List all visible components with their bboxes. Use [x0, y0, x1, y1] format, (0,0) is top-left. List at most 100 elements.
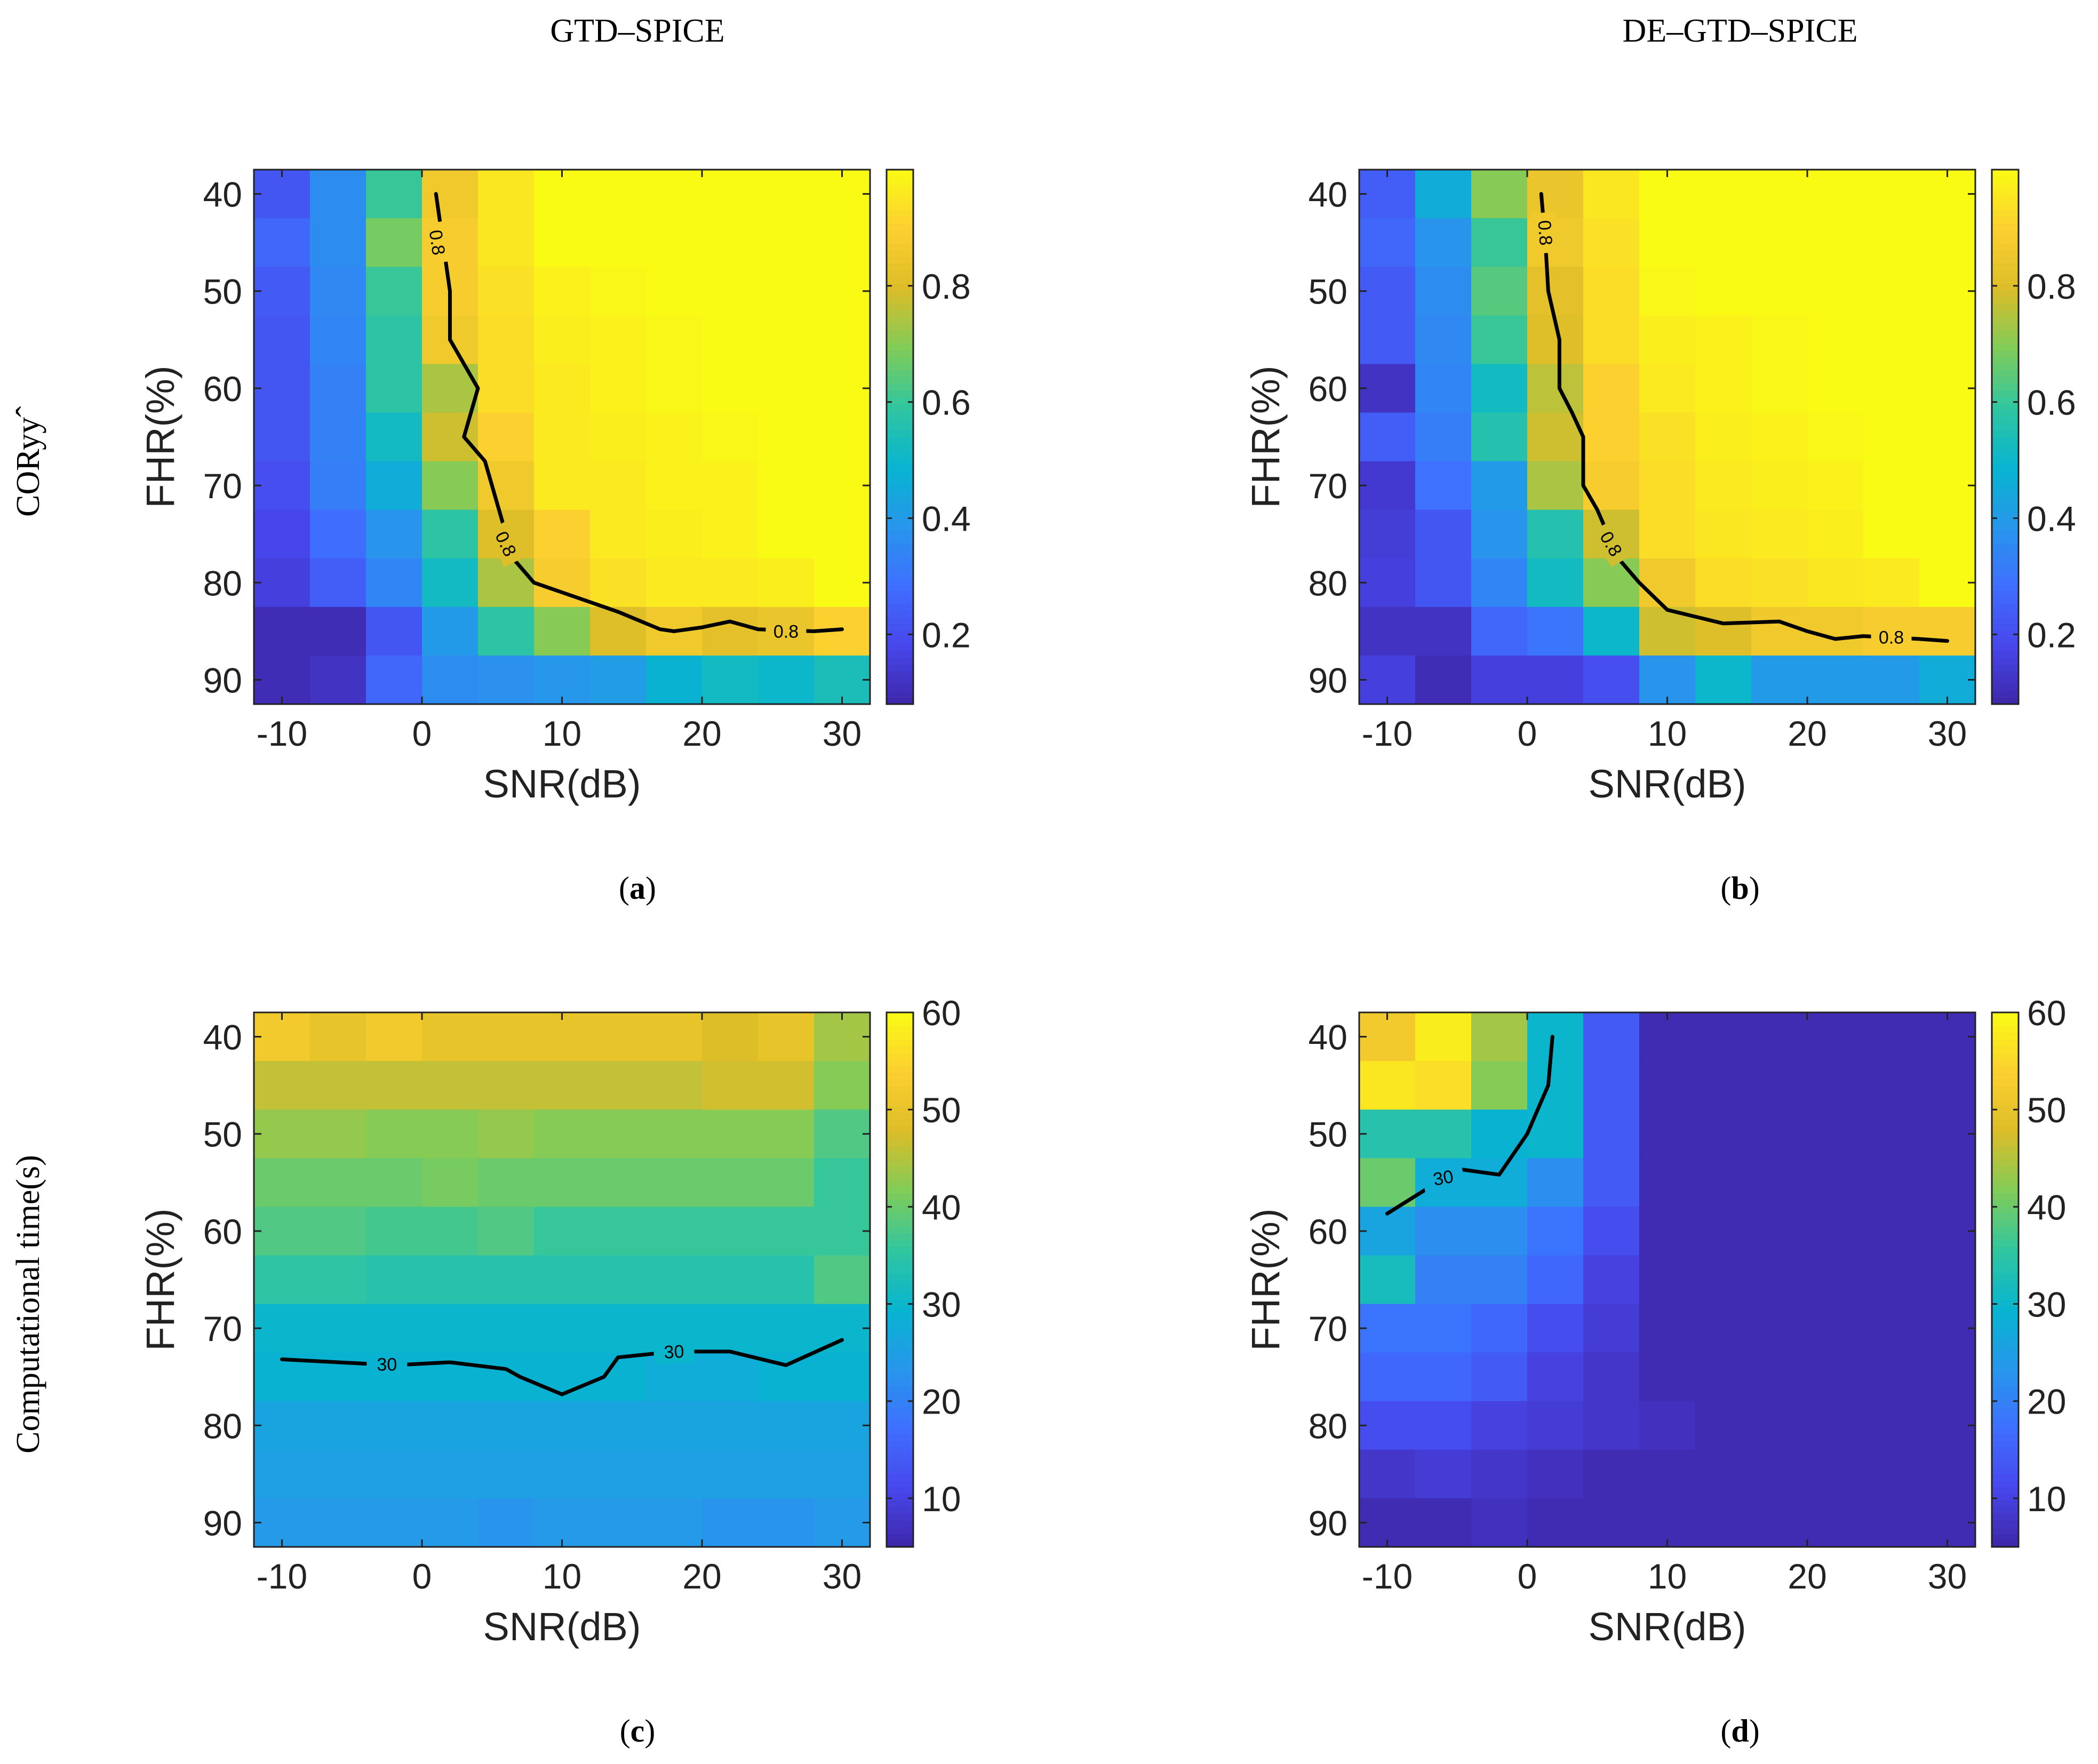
heatmap-cell [1471, 1352, 1528, 1402]
colorbar-segment [1992, 483, 2019, 491]
colorbar-tick-label: 0.6 [922, 383, 971, 422]
heatmap-cell [1751, 461, 1808, 510]
x-tick-label: 10 [1648, 714, 1687, 753]
heatmap-cell [758, 170, 815, 219]
contour-label-bg [366, 1352, 408, 1376]
heatmap-cell [1751, 1110, 1808, 1159]
heatmap-cell [1639, 655, 1696, 705]
colorbar-segment [1992, 1139, 2019, 1147]
y-tick-label: 80 [203, 563, 242, 603]
heatmap-cell [478, 267, 535, 316]
heatmap-cell [646, 1449, 703, 1499]
colorbar-segment [1992, 1085, 2019, 1093]
colorbar-segment [1992, 563, 2019, 571]
heatmap-cell [1583, 267, 1640, 316]
heatmap-cell [254, 655, 310, 705]
colorbar-segment [1992, 256, 2019, 264]
colorbar-segment [887, 323, 913, 331]
heatmap-cell [646, 461, 703, 510]
heatmap-cell [1583, 364, 1640, 413]
heatmap-cell [1807, 1158, 1864, 1207]
panel-b-label: (b) [1720, 871, 1759, 906]
contour-label: 0.8 [1879, 627, 1904, 648]
y-tick-label: 50 [1309, 1115, 1347, 1154]
heatmap-cell [422, 170, 478, 219]
y-tick-label: 80 [203, 1406, 242, 1446]
colorbar-segment [887, 1466, 913, 1474]
colorbar-segment [1992, 664, 2019, 672]
colorbar-segment [1992, 1520, 2019, 1528]
colorbar-segment [887, 210, 913, 217]
heatmap-cell [1639, 1061, 1696, 1110]
colorbar-segment [887, 1493, 913, 1501]
heatmap-cell [534, 1498, 591, 1547]
heatmap-cell [254, 315, 310, 364]
heatmap-cell [702, 509, 759, 559]
colorbar-segment [1992, 1032, 2019, 1040]
heatmap-cell [758, 1207, 815, 1256]
colorbar-segment [1992, 183, 2019, 190]
colorbar-segment [1992, 457, 2019, 464]
colorbar-segment [887, 1206, 913, 1214]
colorbar-segment [887, 1032, 913, 1040]
colorbar-segment [1992, 296, 2019, 304]
heatmap-cell [1415, 218, 1472, 267]
heatmap-cell [1471, 461, 1528, 510]
heatmap-cell [1863, 315, 1920, 364]
heatmap-cell [814, 1498, 871, 1547]
heatmap-cell [1471, 1401, 1528, 1450]
heatmap-cell [1919, 1255, 1976, 1305]
heatmap-cell [422, 1207, 478, 1256]
heatmap-cell [1359, 218, 1416, 267]
heatmap-cell [1695, 1352, 1752, 1402]
heatmap-cell [1919, 461, 1976, 510]
colorbar-segment [1992, 1460, 2019, 1467]
heatmap-cell [590, 218, 647, 267]
heatmap-cell [366, 267, 422, 316]
colorbar-segment [1992, 630, 2019, 638]
heatmap-cell [590, 509, 647, 559]
y-tick-label: 90 [203, 1503, 242, 1543]
heatmap-cell [254, 170, 310, 219]
contour-label-bg [486, 520, 525, 568]
colorbar-segment [1992, 1500, 2019, 1507]
colorbar-segment [1992, 410, 2019, 418]
heatmap-cell [1751, 412, 1808, 462]
colorbar-segment [1992, 1286, 2019, 1294]
colorbar-segment [1992, 650, 2019, 658]
heatmap-cell [310, 218, 366, 267]
heatmap-cell [1359, 170, 1416, 219]
y-tick-label: 70 [203, 1309, 242, 1348]
heatmap-cell [1415, 461, 1472, 510]
colorbar-segment [887, 410, 913, 418]
y-tick-label: 40 [203, 175, 242, 214]
heatmap-cell [814, 218, 871, 267]
heatmap-cell [1583, 655, 1640, 705]
heatmap-cell [534, 315, 591, 364]
heatmap-cell [1807, 1110, 1864, 1159]
heatmap-cell [590, 606, 647, 656]
heatmap-cell [310, 1061, 366, 1110]
heatmap-cell [702, 170, 759, 219]
x-axis-label: SNR(dB) [483, 762, 641, 806]
colorbar-segment [1992, 1293, 2019, 1300]
heatmap-cell [702, 1255, 759, 1305]
colorbar-segment [1992, 1212, 2019, 1220]
heatmap-cell [366, 1207, 422, 1256]
colorbar-segment [1992, 1353, 2019, 1361]
colorbar-segment [887, 276, 913, 284]
colorbar-segment [1992, 637, 2019, 645]
colorbar-segment [1992, 530, 2019, 538]
colorbar-segment [887, 203, 913, 210]
colorbar-segment [887, 1159, 913, 1167]
colorbar-segment [1992, 1126, 2019, 1134]
colorbar-frame [886, 169, 914, 705]
heatmap-cell [1639, 1158, 1696, 1207]
heatmap-cell [534, 1110, 591, 1159]
colorbar-segment [1992, 1346, 2019, 1354]
heatmap-cell [1359, 558, 1416, 608]
colorbar-segment [887, 229, 913, 237]
heatmap-cell [1471, 315, 1528, 364]
contour-label: 0.8 [773, 621, 799, 642]
colorbar-segment [1992, 577, 2019, 585]
